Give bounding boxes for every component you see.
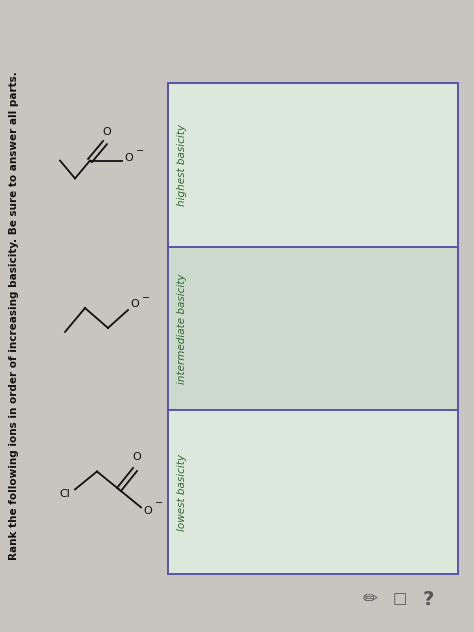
Text: O: O: [130, 299, 139, 309]
Text: highest basicity: highest basicity: [177, 124, 187, 205]
Text: □: □: [393, 592, 407, 607]
Text: ?: ?: [422, 590, 434, 609]
Bar: [168, 246, 458, 410]
Text: −: −: [155, 499, 163, 508]
Text: lowest basicity: lowest basicity: [177, 454, 187, 531]
Bar: [168, 410, 458, 574]
Text: O: O: [124, 152, 133, 162]
Text: −: −: [142, 293, 150, 303]
Text: −: −: [136, 145, 144, 155]
Text: Rank the following ions in order of increasing basicity. Be sure to answer all p: Rank the following ions in order of incr…: [9, 71, 19, 561]
Text: Cl: Cl: [59, 489, 70, 499]
Text: intermediate basicity: intermediate basicity: [177, 273, 187, 384]
Text: O: O: [143, 506, 152, 516]
Bar: [168, 83, 458, 246]
Text: O: O: [133, 451, 141, 461]
Text: ✏: ✏: [363, 590, 378, 608]
Text: O: O: [103, 126, 111, 137]
